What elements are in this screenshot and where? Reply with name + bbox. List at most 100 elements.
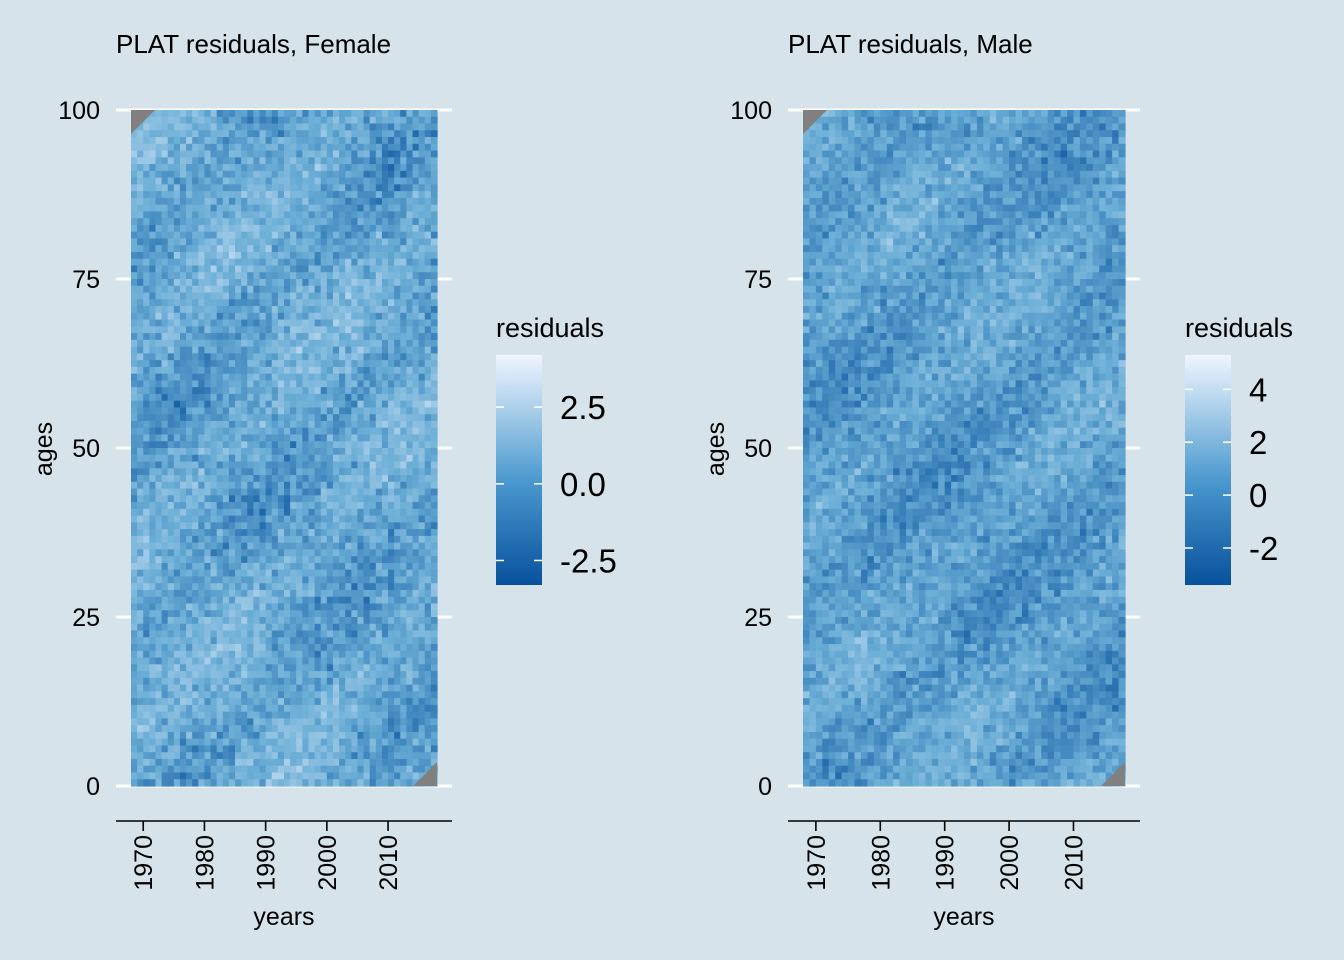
heatmap-cell: [326, 718, 334, 726]
heatmap-cell: [345, 333, 352, 341]
heatmap-cell: [412, 448, 420, 456]
heatmap-cell: [204, 157, 212, 165]
heatmap-cell: [290, 420, 297, 429]
heatmap-cell: [284, 684, 291, 692]
heatmap-cell: [131, 258, 138, 267]
heatmap-cell: [265, 657, 273, 665]
heatmap-cell: [381, 481, 389, 490]
heatmap-cell: [406, 441, 414, 449]
heatmap-cell: [314, 508, 322, 517]
heatmap-cell: [406, 549, 414, 557]
heatmap-cell: [186, 772, 193, 780]
heatmap-cell: [375, 285, 383, 294]
heatmap-cell: [277, 562, 285, 571]
heatmap-cell: [210, 238, 218, 246]
heatmap-cell: [296, 731, 303, 740]
heatmap-cell: [326, 191, 334, 199]
heatmap-cell: [161, 448, 169, 456]
heatmap-cell: [192, 251, 199, 260]
heatmap-cell: [179, 711, 187, 719]
heatmap-cell: [241, 366, 248, 375]
heatmap-cell: [192, 502, 199, 510]
heatmap-cell: [381, 671, 389, 679]
heatmap-cell: [216, 515, 224, 523]
heatmap-cell: [222, 400, 230, 409]
heatmap-cell: [308, 143, 316, 152]
heatmap-cell: [375, 191, 383, 199]
heatmap-cell: [314, 535, 322, 544]
heatmap-cell: [247, 143, 254, 152]
heatmap-cell: [277, 698, 285, 706]
heatmap-cell: [314, 448, 322, 456]
heatmap-cell: [173, 211, 181, 219]
heatmap-cell: [241, 387, 248, 395]
heatmap-cell: [179, 184, 187, 192]
heatmap-cell: [394, 711, 401, 719]
heatmap-cell: [375, 711, 383, 719]
heatmap-cell: [149, 610, 157, 618]
heatmap-cell: [314, 393, 322, 402]
heatmap-cell: [173, 657, 181, 665]
heatmap-cell: [363, 420, 371, 429]
heatmap-cell: [424, 110, 432, 118]
heatmap-cell: [332, 393, 340, 402]
heatmap-cell: [222, 704, 230, 713]
heatmap-cell: [131, 441, 138, 449]
heatmap-cell: [284, 393, 291, 402]
heatmap-cell: [271, 441, 279, 449]
heatmap-cell: [339, 468, 346, 476]
heatmap-cell: [143, 299, 150, 307]
heatmap-cell: [326, 657, 334, 665]
heatmap-cell: [302, 434, 310, 442]
heatmap-cell: [375, 562, 383, 571]
heatmap-cell: [204, 576, 212, 584]
heatmap-cell: [290, 231, 297, 240]
heatmap-cell: [161, 508, 169, 517]
heatmap-cell: [424, 380, 432, 388]
heatmap-cell: [235, 562, 242, 571]
heatmap-cell: [302, 630, 310, 638]
heatmap-cell: [222, 251, 230, 260]
heatmap-cell: [235, 779, 242, 787]
heatmap-cell: [173, 299, 181, 307]
heatmap-cell: [228, 319, 236, 327]
heatmap-cell: [143, 454, 150, 463]
heatmap-cell: [186, 197, 193, 206]
heatmap-cell: [375, 684, 383, 692]
heatmap-cell: [296, 562, 303, 571]
heatmap-cell: [222, 231, 230, 240]
heatmap-cell: [302, 258, 310, 267]
heatmap-cell: [339, 258, 346, 267]
heatmap-cell: [161, 177, 169, 185]
heatmap-cell: [186, 110, 193, 118]
heatmap-cell: [394, 448, 401, 456]
heatmap-cell: [320, 731, 328, 740]
heatmap-cell: [290, 184, 297, 192]
heatmap-cell: [235, 414, 242, 422]
heatmap-cell: [204, 495, 212, 503]
heatmap-cell: [308, 671, 316, 679]
heatmap-cell: [216, 468, 224, 476]
heatmap-cell: [320, 373, 328, 381]
heatmap-cell: [253, 542, 261, 550]
heatmap-cell: [235, 617, 242, 625]
heatmap-cell: [381, 725, 389, 733]
heatmap-cell: [173, 576, 181, 584]
heatmap-cell: [198, 725, 206, 733]
heatmap-cell: [308, 610, 316, 618]
heatmap-cell: [400, 522, 407, 530]
heatmap-cell: [235, 569, 242, 578]
heatmap-cell: [394, 556, 401, 564]
heatmap-cell: [137, 218, 144, 226]
heatmap-cell: [424, 562, 432, 571]
heatmap-cell: [161, 535, 169, 544]
heatmap-cell: [394, 387, 401, 395]
heatmap-cell: [290, 535, 297, 544]
heatmap-cell: [363, 529, 371, 537]
heatmap-cell: [296, 387, 303, 395]
heatmap-cell: [351, 414, 359, 422]
heatmap-cell: [235, 346, 242, 354]
heatmap-cell: [131, 380, 138, 388]
heatmap-cell: [241, 116, 248, 125]
heatmap-cell: [228, 224, 236, 233]
